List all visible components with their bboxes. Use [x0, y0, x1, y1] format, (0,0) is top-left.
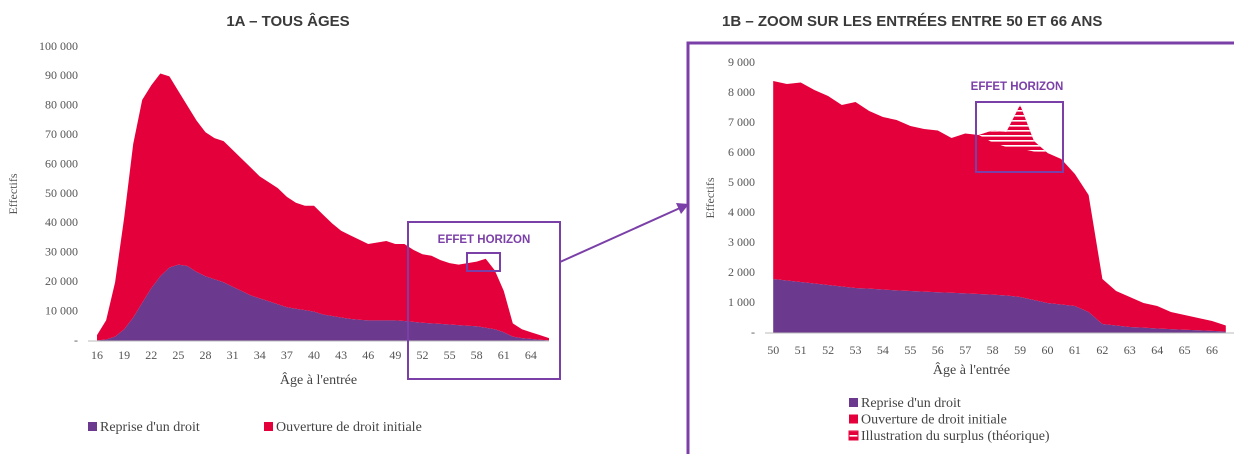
legend-swatch	[88, 422, 97, 431]
x-tick-label: 61	[498, 348, 510, 362]
y-tick-label: 80 000	[45, 98, 78, 112]
x-tick-label: 22	[145, 348, 157, 362]
x-tick-label: 25	[172, 348, 184, 362]
chart-title: 1A – TOUS ÂGES	[226, 12, 349, 30]
area	[97, 73, 549, 341]
x-tick-label: 64	[525, 348, 537, 362]
x-tick-label: 61	[1069, 343, 1081, 357]
x-axis-label: Âge à l'entrée	[933, 361, 1010, 378]
x-tick-label: 40	[308, 348, 320, 362]
legend-swatch	[264, 422, 273, 431]
annotation-box	[975, 101, 1064, 173]
y-tick-label: -	[751, 325, 755, 339]
x-tick-label: 55	[904, 343, 916, 357]
x-tick-label: 59	[1014, 343, 1026, 357]
y-tick-label: 9 000	[728, 55, 755, 69]
y-tick-label: 90 000	[45, 68, 78, 82]
y-tick-label: 6 000	[728, 145, 755, 159]
x-tick-label: 46	[362, 348, 374, 362]
y-tick-label: 4 000	[728, 205, 755, 219]
y-tick-label: 40 000	[45, 215, 78, 229]
x-tick-label: 64	[1151, 343, 1163, 357]
x-tick-label: 50	[767, 343, 779, 357]
y-tick-label: 5 000	[728, 175, 755, 189]
x-tick-label: 58	[471, 348, 483, 362]
legend-swatch	[849, 398, 858, 407]
x-tick-label: 34	[254, 348, 266, 362]
x-tick-label: 55	[444, 348, 456, 362]
y-tick-label: 3 000	[728, 235, 755, 249]
y-tick-label: 7 000	[728, 115, 755, 129]
legend-swatch	[848, 430, 859, 441]
y-tick-label: 10 000	[45, 303, 78, 317]
y-tick-label: 1 000	[728, 295, 755, 309]
legend-label: Ouverture de droit initiale	[861, 413, 1007, 428]
annotation: EFFET HORIZON	[438, 234, 531, 246]
x-tick-label: 66	[1206, 343, 1218, 357]
area	[773, 81, 1226, 332]
area	[773, 279, 1226, 333]
x-tick-label: 62	[1096, 343, 1108, 357]
x-tick-label: 51	[795, 343, 807, 357]
x-tick-label: 56	[932, 343, 944, 357]
chart-title: 1B – ZOOM SUR LES ENTRÉES ENTRE 50 ET 66…	[722, 13, 1102, 30]
x-tick-label: 43	[335, 348, 347, 362]
y-tick-label: 2 000	[728, 265, 755, 279]
x-tick-label: 57	[959, 343, 971, 357]
x-tick-label: 53	[850, 343, 862, 357]
legend-label: Ouverture de droit initiale	[276, 420, 422, 435]
x-axis-label: Âge à l'entrée	[280, 371, 357, 388]
legend-label: Illustration du surplus (théorique)	[861, 429, 1050, 444]
x-tick-label: 52	[822, 343, 834, 357]
annotation-box	[466, 252, 501, 272]
y-tick-label: 50 000	[45, 186, 78, 200]
y-axis-label: Effectifs	[6, 173, 20, 214]
y-tick-label: -	[74, 333, 78, 347]
y-tick-label: 20 000	[45, 274, 78, 288]
x-tick-label: 37	[281, 348, 293, 362]
y-tick-label: 100 000	[39, 39, 78, 53]
annotation: EFFET HORIZON	[971, 81, 1064, 93]
legend-swatch	[849, 414, 858, 424]
x-tick-label: 60	[1041, 343, 1053, 357]
zoom-frame	[686, 41, 1234, 454]
x-tick-label: 63	[1124, 343, 1136, 357]
legend-label: Reprise d'un droit	[861, 396, 961, 411]
x-tick-label: 19	[118, 348, 130, 362]
x-tick-label: 49	[389, 348, 401, 362]
x-tick-label: 16	[91, 348, 103, 362]
arrow-head	[676, 203, 689, 214]
y-tick-label: 70 000	[45, 127, 78, 141]
annotation-box	[407, 221, 561, 380]
y-tick-label: 30 000	[45, 245, 78, 259]
x-tick-label: 31	[227, 348, 239, 362]
y-axis-label: Effectifs	[703, 177, 717, 218]
arrow	[559, 207, 681, 263]
x-tick-label: 54	[877, 343, 889, 357]
legend-label: Reprise d'un droit	[100, 420, 200, 435]
x-tick-label: 28	[200, 348, 212, 362]
surplus-area	[978, 105, 1048, 153]
x-tick-label: 58	[987, 343, 999, 357]
area	[97, 264, 549, 341]
y-tick-label: 60 000	[45, 156, 78, 170]
x-tick-label: 65	[1179, 343, 1191, 357]
x-tick-label: 52	[416, 348, 428, 362]
y-tick-label: 8 000	[728, 85, 755, 99]
